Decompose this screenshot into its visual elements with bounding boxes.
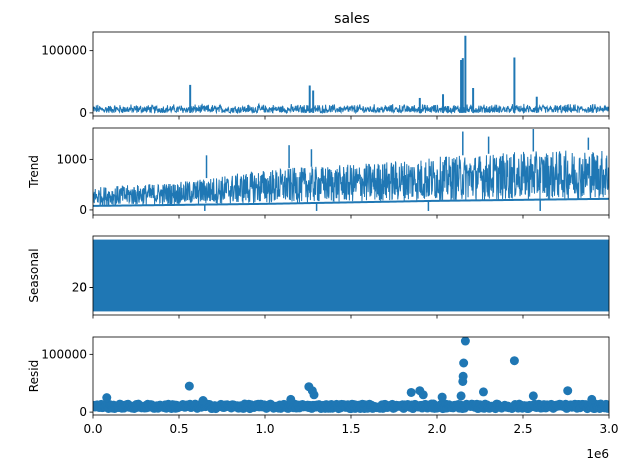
y-tick-label-seasonal: 20 bbox=[72, 280, 87, 294]
x-tick-label: 0.0 bbox=[83, 422, 102, 436]
panel-trend: 0 1000 Trend bbox=[27, 127, 610, 219]
observed-series-line bbox=[93, 102, 609, 115]
resid-outlier-10 bbox=[437, 392, 447, 402]
y-tick-label-seasonal: 0 bbox=[79, 280, 87, 294]
plot-area-resid bbox=[93, 337, 609, 414]
resid-outlier-20 bbox=[587, 394, 597, 404]
y-tick-label-resid: 0 bbox=[79, 405, 87, 419]
y-axis-title-resid: Resid bbox=[27, 360, 41, 392]
resid-outlier-11 bbox=[456, 391, 466, 401]
x-tick-label: 2.5 bbox=[513, 422, 532, 436]
resid-outlier-16 bbox=[478, 387, 488, 397]
resid-outlier-15 bbox=[460, 337, 470, 346]
plot-area-trend bbox=[93, 129, 609, 211]
x-tick-label: 2.0 bbox=[427, 422, 446, 436]
resid-outlier-1 bbox=[184, 381, 194, 391]
resid-outlier-17 bbox=[509, 356, 519, 366]
plot-area-observed bbox=[93, 35, 609, 115]
resid-outlier-6 bbox=[309, 390, 319, 400]
x-tick-label: 1.0 bbox=[255, 422, 274, 436]
x-axis-tick-labels: 0.0 0.5 1.0 1.5 2.0 2.5 3.0 bbox=[83, 422, 618, 436]
seasonal-band bbox=[93, 239, 609, 312]
resid-outlier-19 bbox=[563, 386, 573, 396]
y-tick-label-observed: 0 bbox=[79, 106, 87, 120]
plot-area-seasonal bbox=[93, 239, 609, 312]
resid-outlier-3 bbox=[286, 394, 296, 404]
y-tick-label-trend: 1000 bbox=[56, 152, 87, 166]
resid-outlier-0 bbox=[102, 393, 112, 403]
y-tick-label-resid: 100000 bbox=[41, 347, 87, 361]
resid-outlier-18 bbox=[528, 391, 538, 401]
x-tick-label: 1.5 bbox=[341, 422, 360, 436]
panel-seasonal: 020 Seasonal bbox=[27, 235, 610, 319]
y-axis-title-seasonal: Seasonal bbox=[27, 248, 41, 302]
chart-title: sales bbox=[334, 11, 370, 27]
resid-outlier-13 bbox=[458, 371, 468, 381]
y-tick-label-trend: 0 bbox=[79, 203, 87, 217]
resid-outlier-2 bbox=[198, 396, 208, 406]
resid-outlier-7 bbox=[406, 387, 416, 397]
x-axis-offset-label: 1e6 bbox=[586, 447, 609, 461]
resid-outlier-14 bbox=[459, 358, 469, 368]
panel-observed: 0 100000 bbox=[41, 31, 610, 120]
y-axis-title-trend: Trend bbox=[27, 155, 41, 189]
x-tick-label: 0.5 bbox=[169, 422, 188, 436]
resid-outlier-9 bbox=[418, 390, 428, 400]
resid-point bbox=[604, 400, 609, 410]
trend-lower-envelope bbox=[93, 197, 609, 207]
x-tick-label: 3.0 bbox=[599, 422, 618, 436]
y-tick-label-observed: 100000 bbox=[41, 44, 87, 58]
